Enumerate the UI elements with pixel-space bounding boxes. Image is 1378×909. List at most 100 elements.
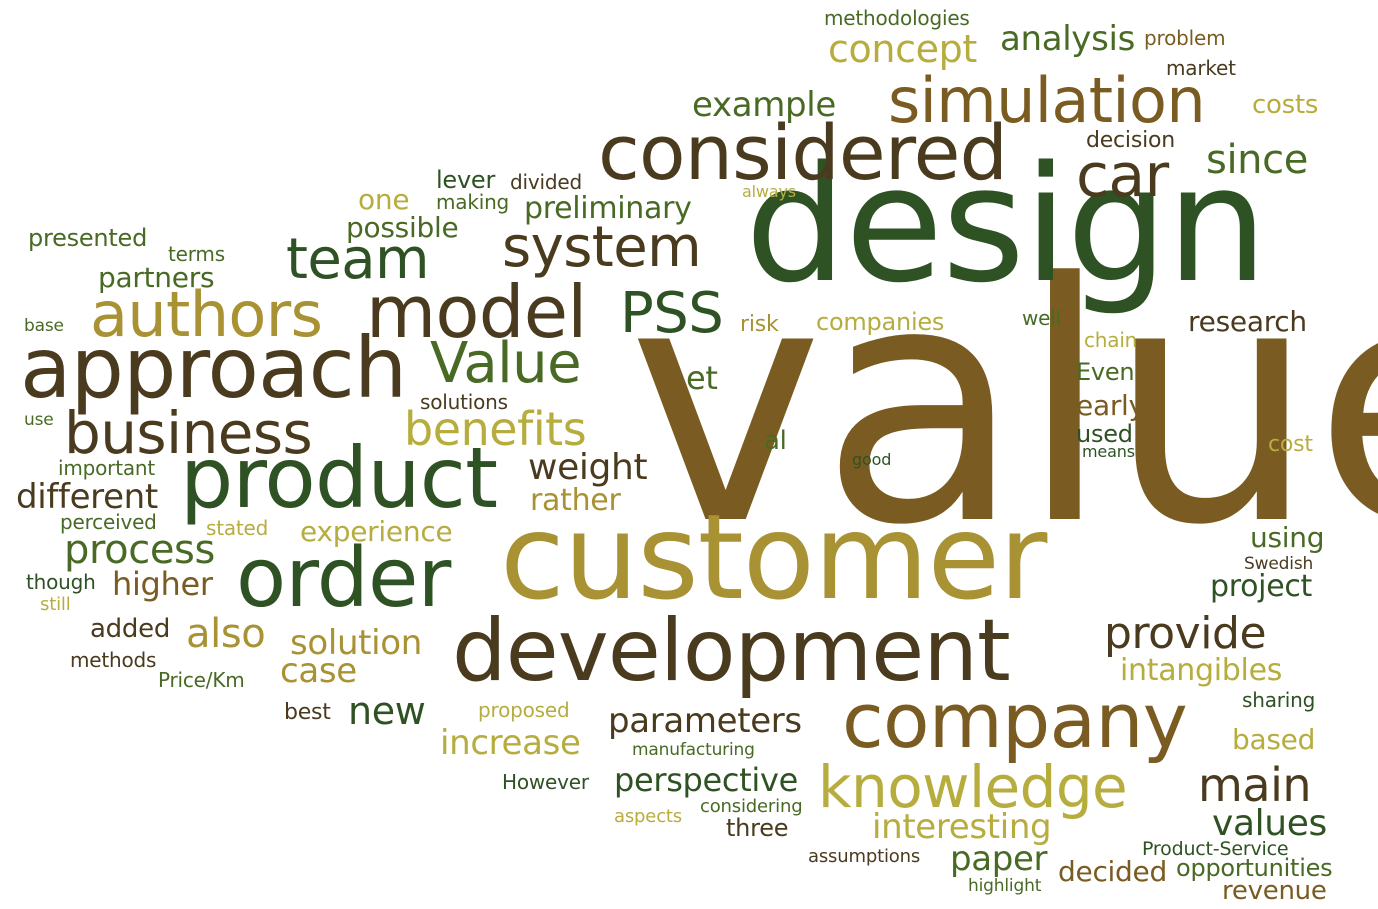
word-new: new	[348, 689, 426, 733]
word-important: important	[58, 456, 156, 480]
word-Price-Km: Price/Km	[158, 668, 245, 692]
word-main: main	[1198, 758, 1312, 812]
word-base: base	[24, 316, 64, 336]
word-rather: rather	[530, 483, 621, 518]
word-using: using	[1250, 521, 1325, 554]
word-methodologies: methodologies	[824, 6, 970, 30]
word-Product-Service: Product-Service	[1142, 838, 1289, 860]
word-analysis: analysis	[1000, 19, 1135, 59]
word-still: still	[40, 594, 71, 615]
word-provide: provide	[1104, 608, 1267, 659]
word-project: project	[1210, 569, 1313, 604]
word-risk: risk	[740, 312, 779, 337]
word-though: though	[26, 570, 96, 594]
word-cost: cost	[1268, 432, 1313, 457]
word-parameters: parameters	[608, 701, 802, 741]
word-preliminary: preliminary	[524, 191, 692, 226]
word-early: early	[1076, 389, 1145, 422]
word-stated: stated	[206, 516, 269, 540]
word-highlight: highlight	[968, 876, 1042, 896]
word-companies: companies	[816, 308, 945, 336]
word-paper: paper	[950, 839, 1048, 879]
word-customer: customer	[500, 488, 1047, 626]
word-sharing: sharing	[1242, 688, 1316, 712]
word-presented: presented	[28, 224, 148, 252]
word-business: business	[64, 399, 313, 467]
word-always: always	[742, 182, 796, 201]
word-solution: solution	[290, 623, 422, 663]
word-added: added	[90, 614, 171, 644]
word-making: making	[436, 190, 510, 214]
word-PSS: PSS	[620, 281, 724, 346]
word-one: one	[358, 183, 410, 216]
word-model: model	[366, 270, 587, 354]
word-development: development	[452, 601, 1011, 701]
word-three: three	[726, 814, 789, 842]
word-company: company	[842, 676, 1188, 765]
word-since: since	[1206, 137, 1308, 183]
word-car: car	[1076, 141, 1169, 211]
word-authors: authors	[90, 278, 323, 351]
word-process: process	[64, 527, 215, 573]
word-decided: decided	[1058, 855, 1167, 888]
word-revenue: revenue	[1222, 876, 1327, 906]
word-costs: costs	[1252, 90, 1319, 120]
word-benefits: benefits	[404, 402, 587, 456]
word-assumptions: assumptions	[808, 846, 921, 867]
word-different: different	[16, 477, 158, 517]
word-good: good	[852, 450, 892, 469]
word-decision: decision	[1086, 128, 1175, 153]
word-weight: weight	[528, 447, 648, 488]
word-also: also	[186, 611, 266, 657]
word-divided: divided	[510, 170, 582, 194]
word-terms: terms	[168, 242, 225, 266]
word-Swedish: Swedish	[1244, 554, 1314, 574]
word-research: research	[1188, 305, 1307, 338]
word-case: case	[280, 651, 357, 691]
word-intangibles: intangibles	[1120, 653, 1283, 688]
word-means: means	[1082, 442, 1135, 461]
word-best: best	[284, 700, 331, 725]
word-higher: higher	[112, 565, 213, 603]
word-However: However	[502, 770, 589, 794]
word-knowledge: knowledge	[818, 753, 1128, 821]
word-al: al	[764, 426, 787, 456]
word-perspective: perspective	[614, 761, 798, 799]
word-considering: considering	[700, 796, 803, 817]
word-Even: Even	[1076, 358, 1135, 386]
word-based: based	[1232, 723, 1316, 756]
word-possible: possible	[346, 211, 459, 244]
word-used: used	[1076, 420, 1133, 448]
word-order: order	[236, 531, 451, 626]
word-experience: experience	[300, 515, 453, 548]
word-increase: increase	[440, 723, 581, 763]
word-aspects: aspects	[614, 806, 682, 827]
word-values: values	[1212, 803, 1327, 844]
word-concept: concept	[828, 27, 977, 71]
word-considered: considered	[598, 108, 1008, 197]
word-methods: methods	[70, 648, 157, 672]
word-problem: problem	[1144, 26, 1226, 50]
word-opportunities: opportunities	[1176, 854, 1333, 882]
word-perceived: perceived	[60, 510, 157, 534]
word-partners: partners	[98, 261, 215, 294]
word-manufacturing: manufacturing	[632, 740, 755, 760]
word-use: use	[24, 410, 54, 430]
word-well: well	[1022, 306, 1061, 330]
word-approach: approach	[20, 319, 407, 417]
word-product: product	[180, 429, 498, 527]
word-market: market	[1166, 56, 1236, 80]
word-lever: lever	[436, 166, 496, 194]
word-value: value	[628, 213, 1378, 597]
word-Value: Value	[430, 331, 582, 396]
word-et: et	[686, 359, 718, 397]
word-system: system	[502, 215, 702, 280]
word-team: team	[286, 227, 430, 292]
word-example: example	[692, 85, 836, 125]
word-solutions: solutions	[420, 390, 508, 414]
word-chain: chain	[1084, 328, 1138, 352]
word-interesting: interesting	[872, 807, 1052, 847]
word-simulation: simulation	[888, 64, 1206, 137]
word-design: design	[745, 131, 1268, 318]
